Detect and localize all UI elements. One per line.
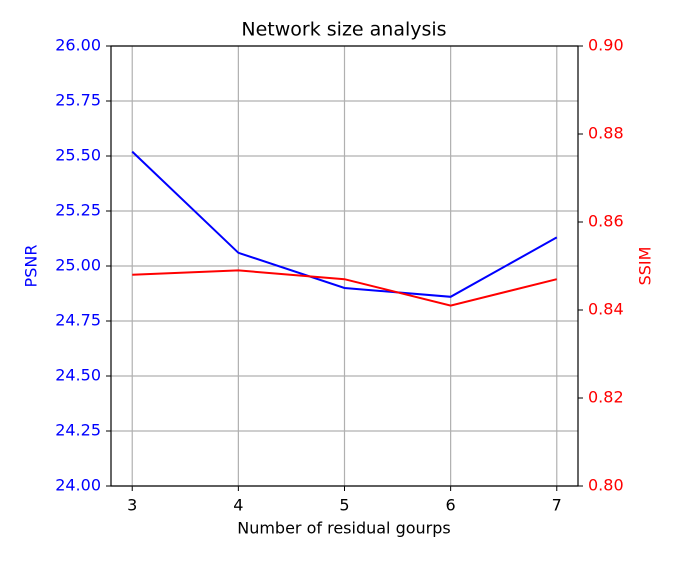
y2-tick-label: 0.88 [588,124,624,143]
y-tick-label: 24.00 [55,476,101,495]
y2-tick-label: 0.84 [588,300,624,319]
y-axis-label: PSNR [22,245,41,288]
y-tick-label: 24.25 [55,421,101,440]
y2-tick-label: 0.86 [588,212,624,231]
y2-tick-label: 0.80 [588,476,624,495]
x-tick-label: 5 [339,496,349,515]
y-tick-label: 24.75 [55,311,101,330]
y-tick-label: 25.50 [55,146,101,165]
x-tick-label: 3 [127,496,137,515]
y2-axis-label: SSIM [636,247,655,286]
x-tick-label: 4 [233,496,243,515]
y-tick-label: 26.00 [55,36,101,55]
y-tick-label: 25.00 [55,256,101,275]
x-axis-label: Number of residual gourps [237,519,451,538]
y-tick-label: 24.50 [55,366,101,385]
x-tick-label: 6 [446,496,456,515]
y-tick-label: 25.75 [55,91,101,110]
line-series [132,269,558,307]
x-tick-label: 7 [552,496,562,515]
plot-frame [110,45,579,487]
y-tick-label: 25.25 [55,201,101,220]
y2-tick-label: 0.90 [588,36,624,55]
line-series [131,150,558,298]
y2-tick-label: 0.82 [588,388,624,407]
chart-title: Network size analysis [241,19,446,41]
